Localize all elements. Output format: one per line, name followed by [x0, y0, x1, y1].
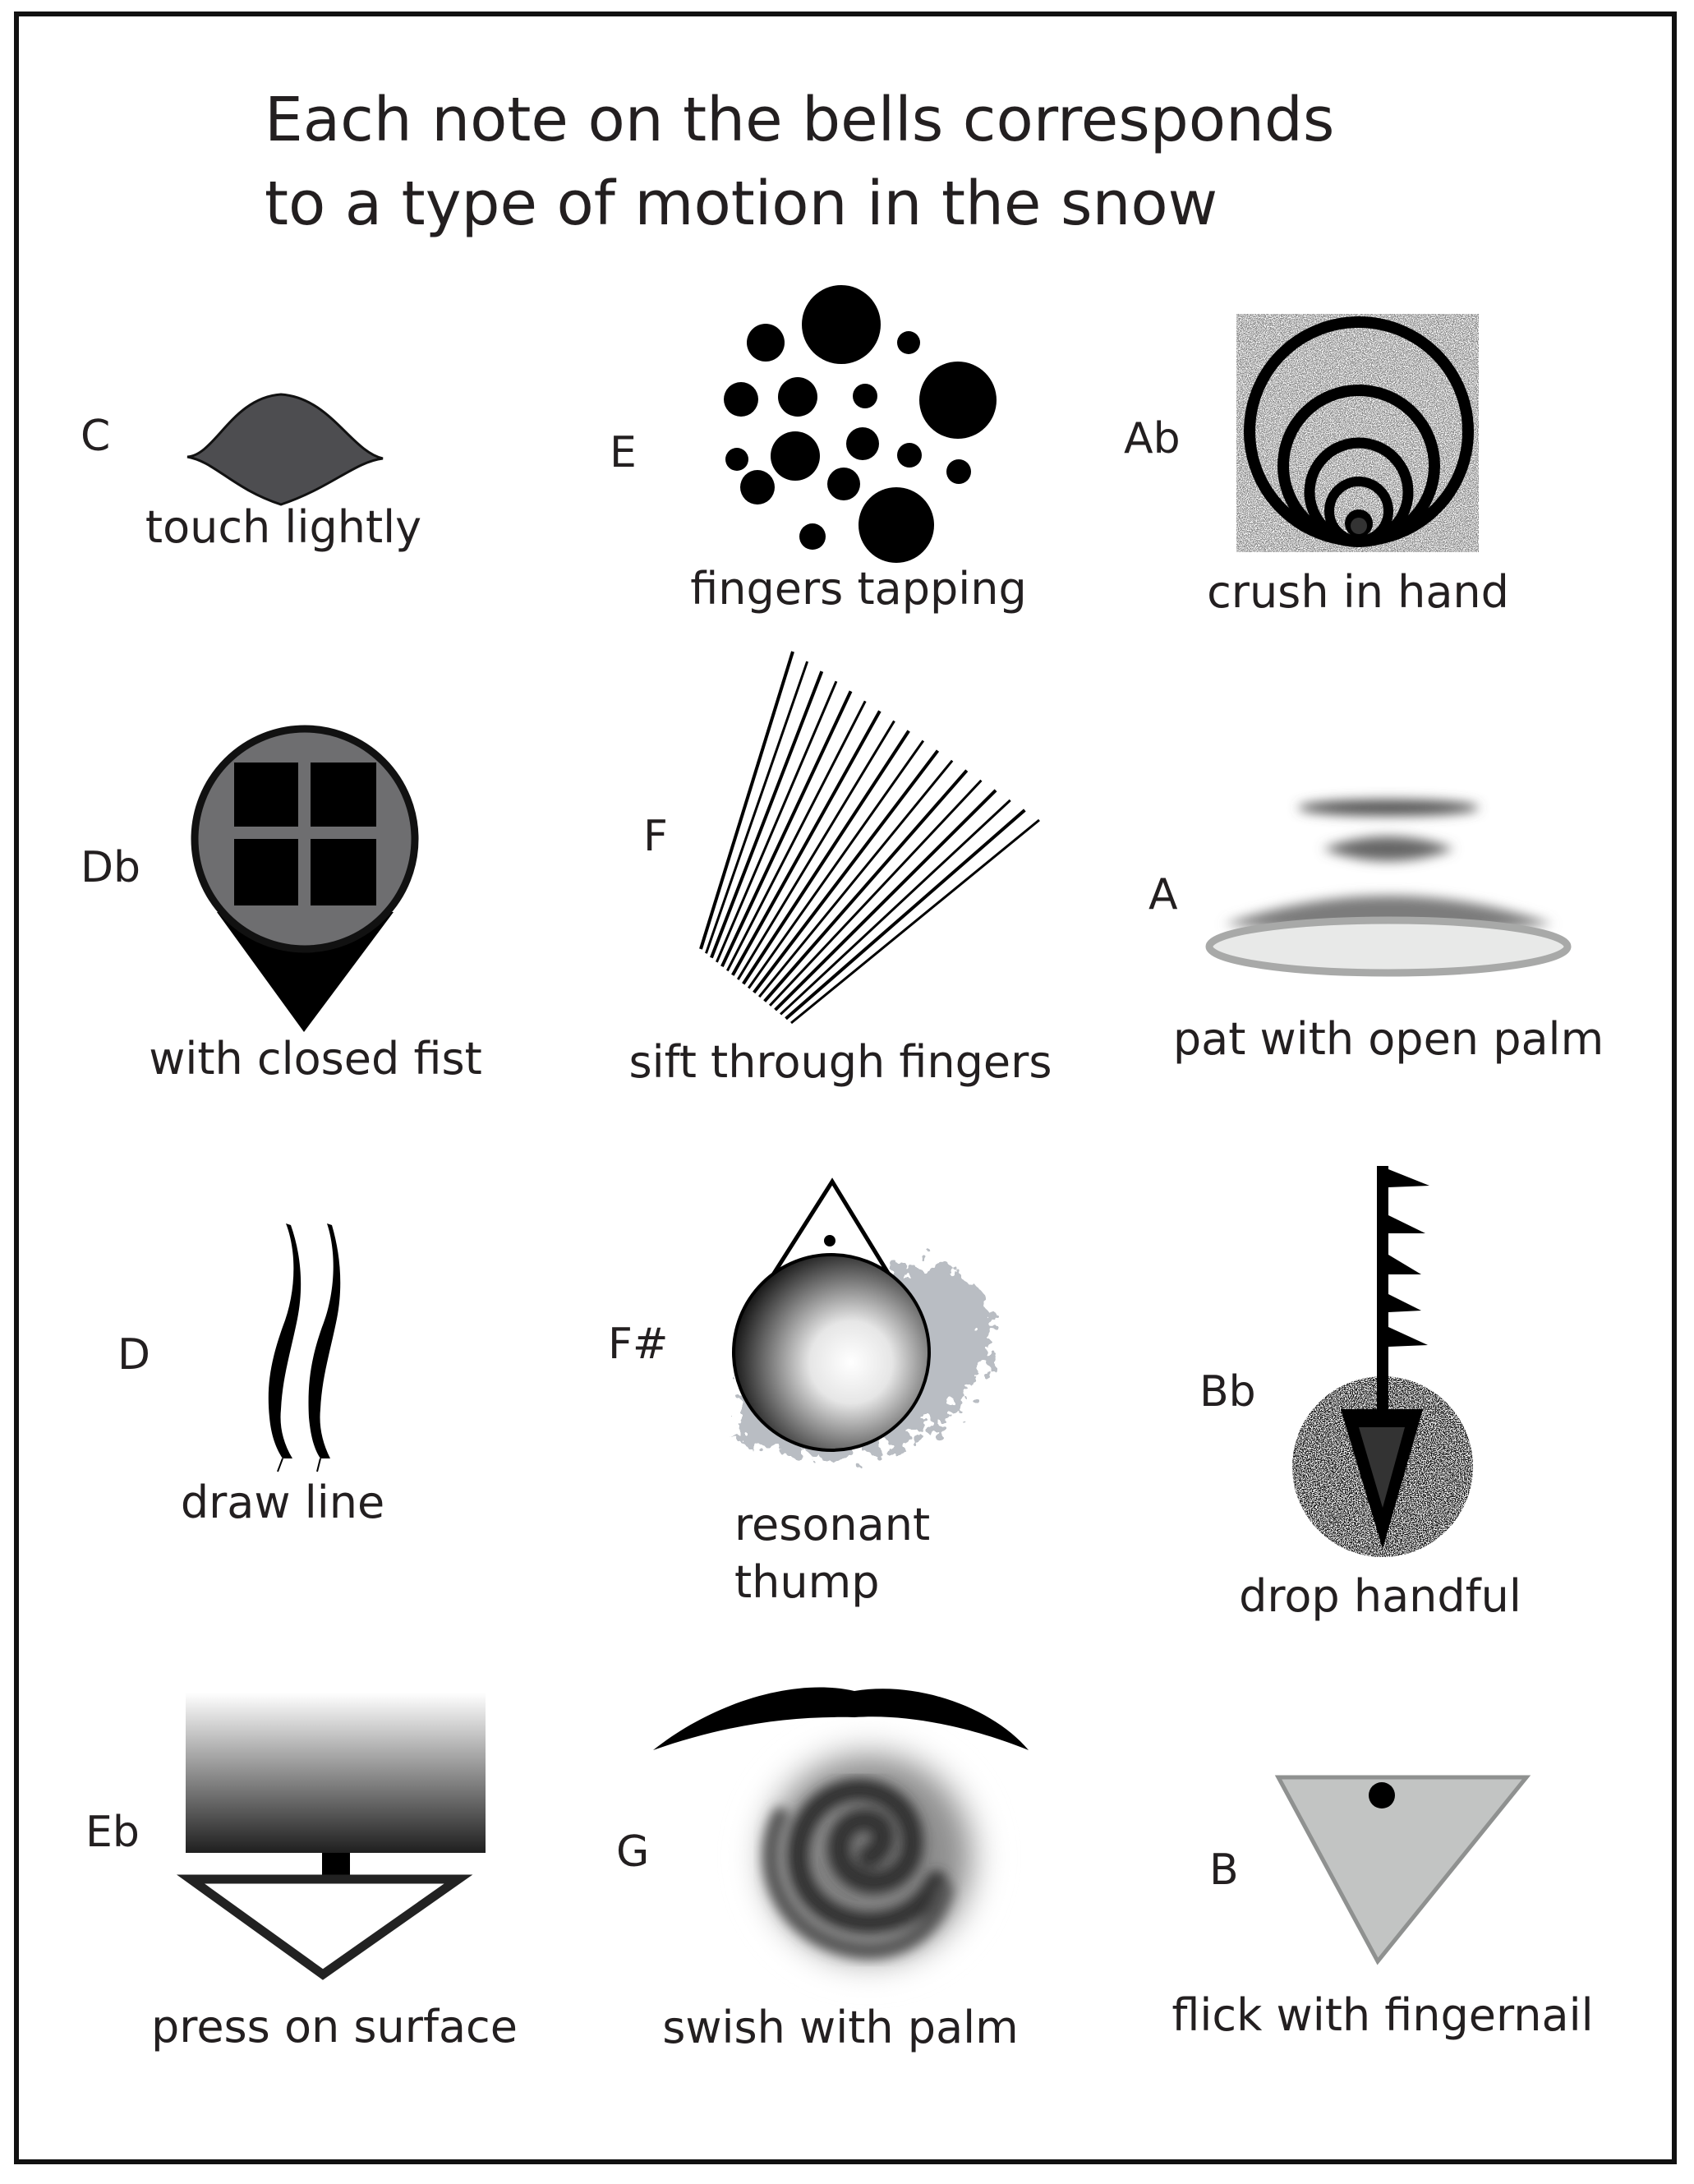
motion-caption: drop handful: [1239, 1570, 1521, 1622]
bell-sphere-icon: [731, 1177, 992, 1457]
motion-caption: sift through fingers: [628, 1036, 1052, 1088]
page-frame: [14, 12, 1677, 2164]
motion-caption: fingers tapping: [690, 563, 1027, 615]
motion-caption: pat with open palm: [1172, 1013, 1604, 1065]
motion-caption: flick with fingernail: [1172, 1989, 1594, 2041]
fan-line: [737, 720, 895, 980]
fan-line: [726, 700, 867, 972]
fan-line: [769, 779, 983, 1007]
motion-caption: crush in hand: [1207, 566, 1509, 618]
note-label: Ab: [1124, 414, 1181, 463]
fist-pin-icon: [191, 725, 419, 1032]
fan-line: [774, 789, 997, 1011]
page-title: Each note on the bells corresponds to a …: [265, 78, 1334, 246]
arch-icon: [186, 393, 384, 506]
fan-line: [748, 740, 925, 989]
fan-line: [699, 651, 794, 950]
triangle-dot-icon: [1274, 1775, 1531, 1965]
note-label: E: [610, 428, 637, 477]
note-label: G: [616, 1827, 650, 1877]
motion-caption: swish with palm: [662, 2002, 1019, 2053]
motion-caption: with closed fist: [149, 1033, 482, 1085]
note-label: D: [117, 1330, 151, 1380]
title-line-2: to a type of motion in the snow: [265, 168, 1218, 239]
fan-line: [758, 759, 954, 998]
swirl-icon: [653, 1687, 1029, 1988]
fan-line: [763, 769, 969, 1002]
fan-line: [785, 809, 1026, 1021]
caption-line-2: thump: [734, 1556, 880, 1608]
caption-line-1: resonant: [734, 1499, 931, 1550]
note-label: Bb: [1199, 1367, 1256, 1417]
fan-line: [790, 818, 1040, 1025]
note-label: C: [81, 412, 111, 461]
note-label: F#: [608, 1320, 669, 1369]
wavy-lines-icon: [268, 1223, 341, 1472]
note-label: B: [1209, 1845, 1239, 1895]
fan-line: [720, 690, 853, 968]
fan-line: [731, 710, 882, 976]
motion-caption: resonant thump: [734, 1496, 930, 1611]
note-label: A: [1149, 870, 1178, 919]
concentric-rings-icon: [1236, 314, 1479, 552]
fan-line: [753, 749, 940, 994]
fan-line: [716, 680, 838, 963]
fan-line: [705, 661, 809, 954]
palm-disc-icon: [1205, 799, 1572, 977]
note-label: F: [643, 812, 668, 861]
flagged-arrow-icon: [1292, 1166, 1473, 1557]
note-label: Db: [81, 843, 141, 892]
fan-lines-icon: [699, 651, 1040, 1025]
motion-caption: touch lightly: [145, 501, 422, 553]
note-label: Eb: [85, 1808, 140, 1857]
dots-cluster-icon: [724, 285, 997, 563]
fan-line: [780, 799, 1011, 1016]
motion-caption: draw line: [180, 1477, 385, 1528]
press-block-icon: [176, 1693, 486, 1980]
title-line-1: Each note on the bells corresponds: [265, 85, 1335, 155]
fan-line: [710, 670, 824, 959]
motion-caption: press on surface: [151, 2001, 518, 2053]
fan-line: [742, 730, 910, 985]
